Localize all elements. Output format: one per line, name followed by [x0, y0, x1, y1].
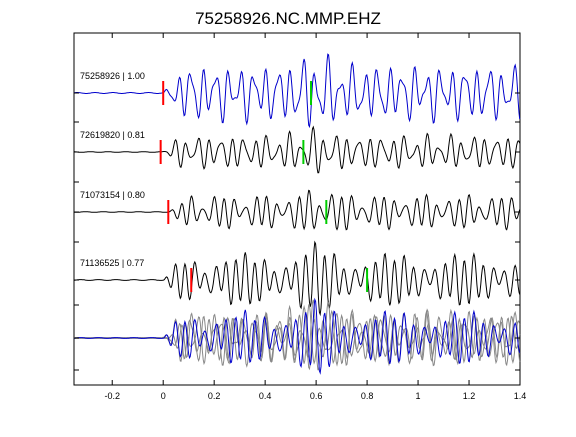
- trace-group: 71073154 | 0.80: [74, 189, 521, 231]
- x-tick-label: 0: [161, 391, 166, 401]
- trace-group: 75258926 | 1.00: [73, 53, 521, 129]
- axis-layer: -0.2 0 0.2 0.4 0.6 0.8 1 1.2 1.4: [74, 33, 526, 401]
- trace-label: 72619820 | 0.81: [80, 130, 145, 140]
- traces-layer: 75258926 | 1.00 72619820 | 0.81 71073154 |…: [73, 53, 521, 375]
- x-tick-label: 1: [416, 391, 421, 401]
- x-tick-label: 0.8: [361, 391, 374, 401]
- stack-line: [73, 299, 521, 371]
- x-tick-label: 0.2: [208, 391, 221, 401]
- plot-frame: [73, 32, 521, 386]
- x-tick-label: 1.2: [463, 391, 476, 401]
- waveform-line: [73, 240, 521, 317]
- x-tick-label: -0.2: [104, 391, 120, 401]
- x-tick-label: 0.6: [310, 391, 323, 401]
- stack-line: [73, 304, 521, 367]
- waveform-line: [73, 53, 521, 129]
- stack-line: [73, 297, 521, 375]
- trace-group: 71136525 | 0.77: [73, 240, 521, 317]
- chart-title: 75258926.NC.MMP.EHZ: [195, 9, 381, 28]
- waveform-line: [74, 189, 521, 231]
- trace-label: 71136525 | 0.77: [80, 258, 144, 268]
- trace-group: 72619820 | 0.81: [74, 125, 521, 174]
- trace-label: 75258926 | 1.00: [80, 71, 145, 81]
- x-tick-label: 0.4: [259, 391, 272, 401]
- trace-label: 71073154 | 0.80: [80, 190, 145, 200]
- waveform-line: [74, 125, 521, 174]
- x-tick-label: 1.4: [514, 391, 527, 401]
- stack-overlay: [73, 297, 521, 375]
